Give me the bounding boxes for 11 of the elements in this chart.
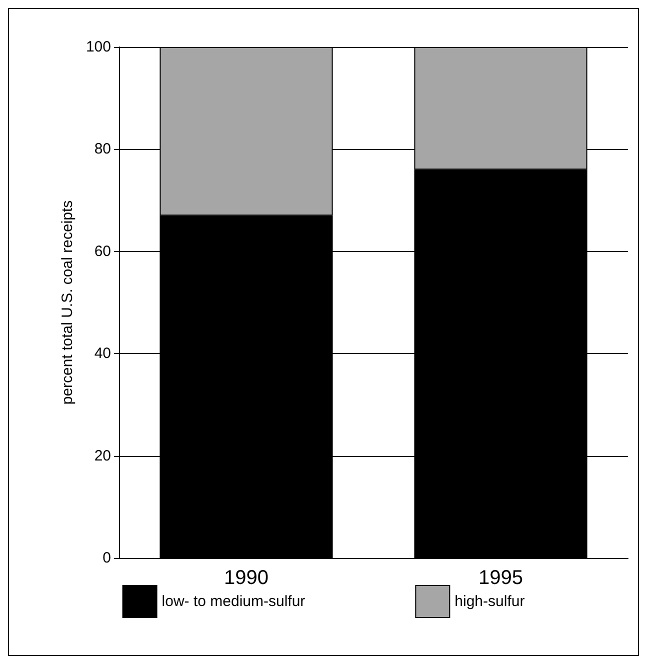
y-tick-label: 80 xyxy=(94,140,111,158)
x-tick-label: 1990 xyxy=(224,567,268,589)
x-tick-label: 1995 xyxy=(478,567,523,589)
y-tick-label: 100 xyxy=(86,38,111,56)
y-tick-label: 20 xyxy=(94,447,111,464)
y-tick-label: 40 xyxy=(94,345,111,362)
y-tick-label: 60 xyxy=(94,242,111,260)
legend-label: high-sulfur xyxy=(454,593,525,610)
y-tick-label: 0 xyxy=(102,550,111,566)
legend-label: low- to medium-sulfur xyxy=(162,593,306,610)
y-axis-title: percent total U.S. coal receipts xyxy=(59,200,76,405)
